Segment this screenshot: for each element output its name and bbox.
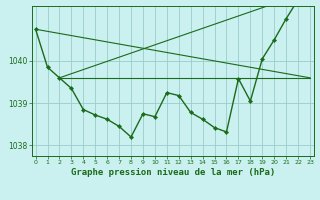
X-axis label: Graphe pression niveau de la mer (hPa): Graphe pression niveau de la mer (hPa): [71, 168, 275, 177]
